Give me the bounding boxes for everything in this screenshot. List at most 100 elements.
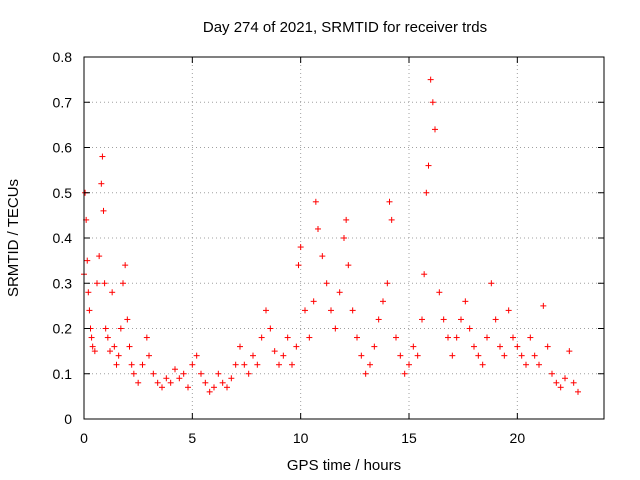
y-tick-label: 0.4: [53, 230, 73, 246]
data-point: [117, 325, 124, 332]
data-point: [510, 334, 516, 341]
data-point: [84, 257, 91, 264]
data-point: [505, 307, 512, 314]
data-point: [514, 343, 521, 350]
data-point: [150, 370, 157, 377]
data-point: [135, 379, 142, 386]
data-point: [126, 343, 133, 350]
data-point: [163, 375, 170, 382]
data-point: [475, 352, 482, 359]
data-point: [289, 361, 295, 368]
axis-ticks: 0 0.1 0.2 0.3 0.4 0.5 0.6 0.7 0.8 0 5 10 15 20: [53, 49, 604, 446]
data-point: [306, 334, 313, 341]
data-point: [302, 307, 308, 314]
data-point: [189, 361, 196, 368]
data-point: [425, 162, 432, 169]
data-point: [544, 343, 551, 350]
data-point: [297, 244, 304, 251]
data-point: [113, 361, 120, 368]
data-point: [124, 316, 131, 323]
data-point: [566, 348, 573, 355]
data-point: [332, 325, 339, 332]
data-point: [245, 370, 252, 377]
data-point: [258, 334, 265, 341]
data-point: [354, 334, 360, 341]
data-point: [315, 225, 321, 232]
data-point: [497, 343, 503, 350]
data-point: [488, 280, 495, 287]
data-point: [88, 334, 95, 341]
data-point: [193, 352, 200, 359]
data-point: [86, 307, 93, 314]
data-point: [237, 343, 243, 350]
data-point: [419, 316, 425, 323]
data-point: [371, 343, 378, 350]
data-point: [553, 379, 560, 386]
y-tick-label: 0.2: [53, 321, 73, 337]
data-point: [98, 180, 105, 187]
x-tick-label: 0: [80, 430, 88, 446]
x-tick-label: 15: [401, 430, 417, 446]
data-point: [549, 370, 555, 377]
data-point: [267, 325, 274, 332]
data-point: [421, 271, 428, 278]
data-point: [540, 302, 547, 309]
data-point: [562, 375, 568, 382]
data-point: [501, 352, 508, 359]
data-point: [111, 343, 118, 350]
data-point: [484, 334, 490, 341]
data-point: [367, 361, 373, 368]
data-point: [109, 289, 116, 296]
data-point: [310, 298, 317, 305]
data-point: [96, 253, 103, 260]
data-point: [159, 384, 165, 391]
data-point: [102, 325, 109, 332]
data-point: [219, 379, 226, 386]
data-point: [349, 307, 356, 314]
data-point: [85, 289, 92, 296]
data-point: [224, 384, 230, 391]
data-point: [492, 316, 499, 323]
data-point: [101, 280, 108, 287]
data-point: [414, 352, 421, 359]
data-point: [466, 325, 473, 332]
data-point: [343, 216, 350, 223]
data-point: [276, 361, 282, 368]
data-point: [401, 370, 408, 377]
data-point: [388, 216, 395, 223]
data-point: [397, 352, 404, 359]
data-point: [323, 280, 330, 287]
data-point: [176, 375, 183, 382]
data-point: [527, 334, 534, 341]
data-point: [99, 153, 106, 160]
x-tick-label: 5: [188, 430, 196, 446]
data-point: [479, 361, 486, 368]
data-point: [154, 379, 161, 386]
data-point: [172, 366, 178, 373]
data-point: [185, 384, 191, 391]
data-point: [458, 316, 464, 323]
data-point: [271, 348, 278, 355]
data-point: [575, 388, 581, 395]
x-tick-label: 20: [510, 430, 526, 446]
data-point: [198, 370, 204, 377]
data-point: [375, 316, 382, 323]
data-point: [462, 298, 469, 305]
data-point: [167, 379, 174, 386]
data-point: [241, 361, 248, 368]
y-tick-label: 0.8: [53, 49, 73, 65]
data-point: [280, 352, 287, 359]
data-point: [341, 235, 347, 241]
data-point: [130, 370, 137, 377]
data-point: [453, 334, 460, 341]
data-point: [89, 343, 96, 350]
data-points: [81, 76, 581, 395]
data-point: [100, 207, 107, 214]
data-point: [293, 343, 300, 350]
data-point: [94, 280, 100, 287]
data-point: [211, 384, 217, 391]
x-axis-title: GPS time / hours: [287, 457, 401, 474]
data-point: [406, 361, 412, 368]
